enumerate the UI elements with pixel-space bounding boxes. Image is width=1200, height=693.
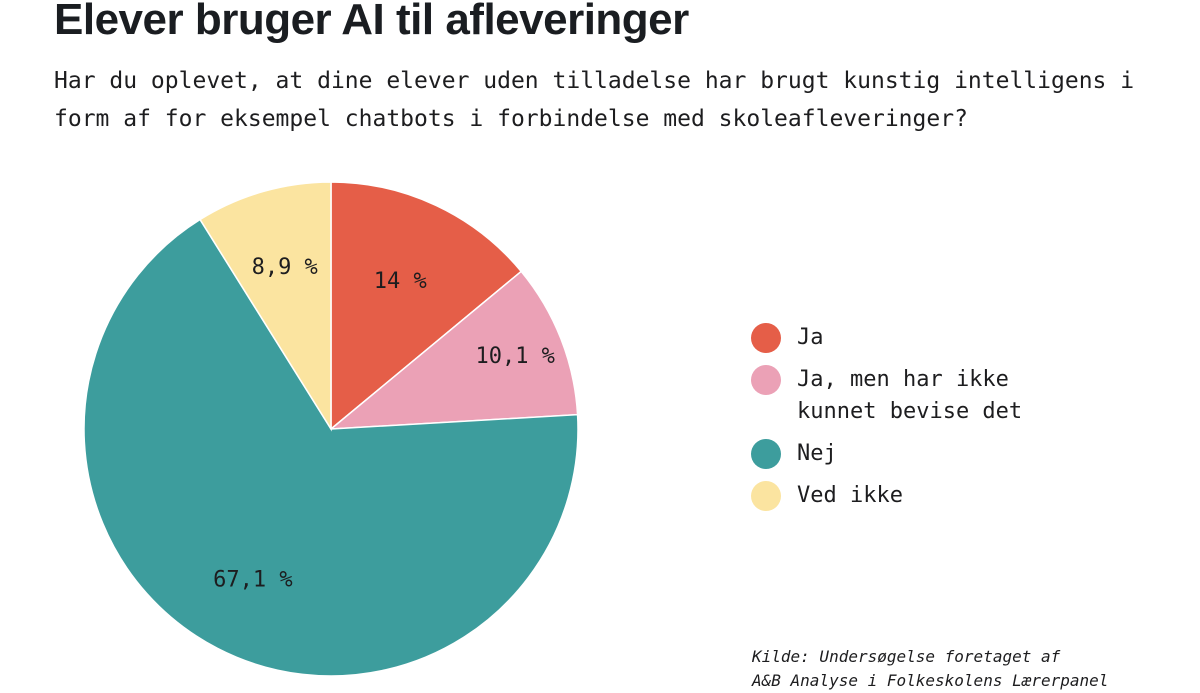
legend-swatch-ja — [751, 323, 781, 353]
legend-label-ja: Ja — [797, 325, 824, 350]
legend-label-nej: Nej — [797, 441, 837, 466]
legend-item-ved-ikke: Ved ikke — [751, 480, 1171, 512]
legend-swatch-nej — [751, 439, 781, 469]
legend-item-nej: Nej — [751, 438, 1171, 470]
legend-swatch-ja-men-ikke-bevist — [751, 365, 781, 395]
source-note: Kilde: Undersøgelse foretaget af A&B Ana… — [752, 645, 1108, 693]
legend: Ja Ja, men har ikke kunnet bevise det Ne… — [751, 322, 1171, 522]
legend-label-ved-ikke: Ved ikke — [797, 483, 903, 508]
source-line-2: A&B Analyse i Folkeskolens Lærerpanel — [752, 671, 1109, 690]
pie-label-nej: 67,1 % — [213, 568, 292, 593]
legend-label-ja-men-ikke-bevist-line-2: kunnet bevise det — [797, 399, 1023, 424]
pie-label-ved-ikke: 8,9 % — [252, 255, 318, 280]
pie-slice-nej — [83, 218, 579, 677]
pie-slice-ved-ikke — [199, 181, 332, 432]
pie-label-ja: 14 % — [374, 269, 427, 294]
chart-subtitle: Har du oplevet, at dine elever uden till… — [54, 68, 1135, 132]
legend-item-ja: Ja — [751, 322, 1171, 354]
pie-slice-labels: 14 % 10,1 % 67,1 % 8,9 % — [213, 255, 555, 593]
pie-label-ja-men-har-ikke-kunnet-bevise-det: 10,1 % — [475, 344, 554, 369]
pie-slices — [83, 181, 579, 677]
pie-slice-ja — [330, 181, 523, 431]
legend-item-ja-men-ikke-bevist: Ja, men har ikke kunnet bevise det — [751, 364, 1171, 428]
source-line-1: Kilde: Undersøgelse foretaget af — [752, 647, 1061, 666]
legend-label-ja-men-ikke-bevist-line-1: Ja, men har ikke — [797, 367, 1009, 392]
chart-title: Elever bruger AI til afleveringer — [54, 0, 689, 44]
legend-swatch-ved-ikke — [751, 481, 781, 511]
pie-slice-ja-men-har-ikke-kunnet-bevise-det — [328, 270, 579, 430]
